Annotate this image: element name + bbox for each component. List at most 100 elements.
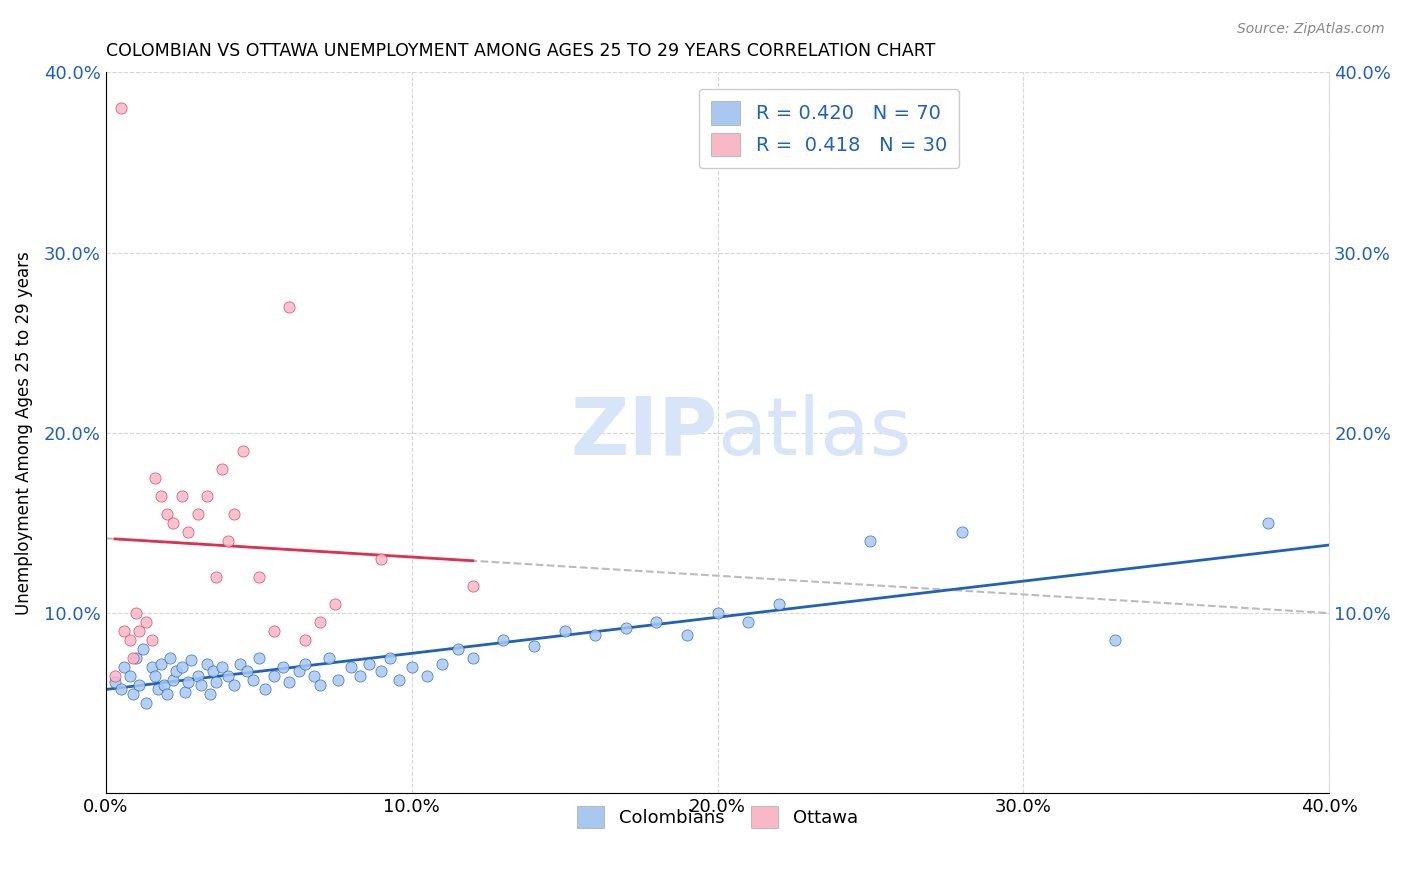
Point (177, 524, 200, 539)
Point (174, 685, 197, 699)
Point (128, 624, 150, 639)
Point (859, 534, 882, 549)
Point (177, 674, 200, 689)
Point (349, 669, 371, 683)
Point (180, 653, 202, 667)
Point (187, 507, 209, 521)
Point (143, 471, 166, 485)
Point (523, 639, 546, 653)
Point (122, 687, 145, 701)
Point (253, 681, 276, 696)
Point (370, 664, 392, 678)
Point (156, 507, 179, 521)
Point (645, 615, 668, 629)
Point (112, 624, 135, 639)
Point (156, 687, 179, 701)
Point (232, 444, 254, 458)
Point (950, 524, 973, 539)
Point (112, 660, 135, 674)
Text: COLOMBIAN VS OTTAWA UNEMPLOYMENT AMONG AGES 25 TO 29 YEARS CORRELATION CHART: COLOMBIAN VS OTTAWA UNEMPLOYMENT AMONG A… (105, 42, 935, 60)
Point (380, 651, 402, 665)
Point (125, 606, 148, 620)
Point (153, 678, 176, 692)
Point (247, 570, 270, 584)
Point (172, 489, 194, 503)
Point (141, 633, 163, 648)
Point (217, 669, 239, 683)
Point (416, 669, 439, 683)
Point (294, 633, 316, 648)
Point (135, 615, 157, 629)
Point (141, 660, 163, 674)
Text: ZIP: ZIP (571, 394, 717, 472)
Point (205, 570, 228, 584)
Point (461, 579, 484, 593)
Text: Source: ZipAtlas.com: Source: ZipAtlas.com (1237, 22, 1385, 37)
Point (309, 678, 332, 692)
Point (446, 642, 468, 657)
Point (135, 696, 157, 710)
Point (271, 660, 294, 674)
Point (159, 651, 181, 665)
Point (110, 681, 132, 696)
Point (401, 660, 423, 674)
Point (195, 489, 218, 503)
Text: atlas: atlas (717, 394, 912, 472)
Point (263, 624, 285, 639)
Point (339, 660, 361, 674)
Point (149, 489, 172, 503)
Point (149, 657, 172, 671)
Point (287, 664, 309, 678)
Point (143, 669, 166, 683)
Point (492, 633, 515, 648)
Point (125, 651, 148, 665)
Point (104, 674, 127, 689)
Point (263, 669, 285, 683)
Point (768, 597, 790, 611)
Point (461, 651, 484, 665)
Point (278, 674, 301, 689)
Point (104, 669, 127, 683)
Point (162, 673, 184, 687)
Point (224, 678, 246, 692)
Point (242, 673, 264, 687)
Point (165, 664, 187, 678)
Point (278, 300, 301, 314)
Point (131, 642, 153, 657)
Point (302, 669, 325, 683)
Point (195, 657, 218, 671)
Point (328, 673, 350, 687)
Point (388, 673, 411, 687)
Point (247, 651, 270, 665)
Point (323, 597, 346, 611)
Point (1104, 633, 1126, 648)
Point (235, 664, 257, 678)
Point (737, 615, 759, 629)
Point (1257, 516, 1279, 530)
Point (128, 678, 150, 692)
Point (211, 462, 233, 476)
Point (201, 664, 224, 678)
Point (370, 552, 392, 566)
Point (122, 651, 145, 665)
Point (224, 507, 246, 521)
Point (110, 102, 132, 116)
Point (211, 660, 233, 674)
Point (318, 651, 340, 665)
Point (205, 674, 228, 689)
Legend: Colombians, Ottawa: Colombians, Ottawa (569, 798, 865, 835)
Y-axis label: Unemployment Among Ages 25 to 29 years: Unemployment Among Ages 25 to 29 years (15, 251, 32, 615)
Point (357, 657, 380, 671)
Point (706, 606, 728, 620)
Point (676, 628, 699, 642)
Point (172, 660, 194, 674)
Point (187, 669, 209, 683)
Point (583, 628, 606, 642)
Point (309, 615, 332, 629)
Point (198, 687, 221, 701)
Point (294, 657, 316, 671)
Point (229, 657, 252, 671)
Point (120, 669, 142, 683)
Point (614, 621, 637, 635)
Point (146, 681, 169, 696)
